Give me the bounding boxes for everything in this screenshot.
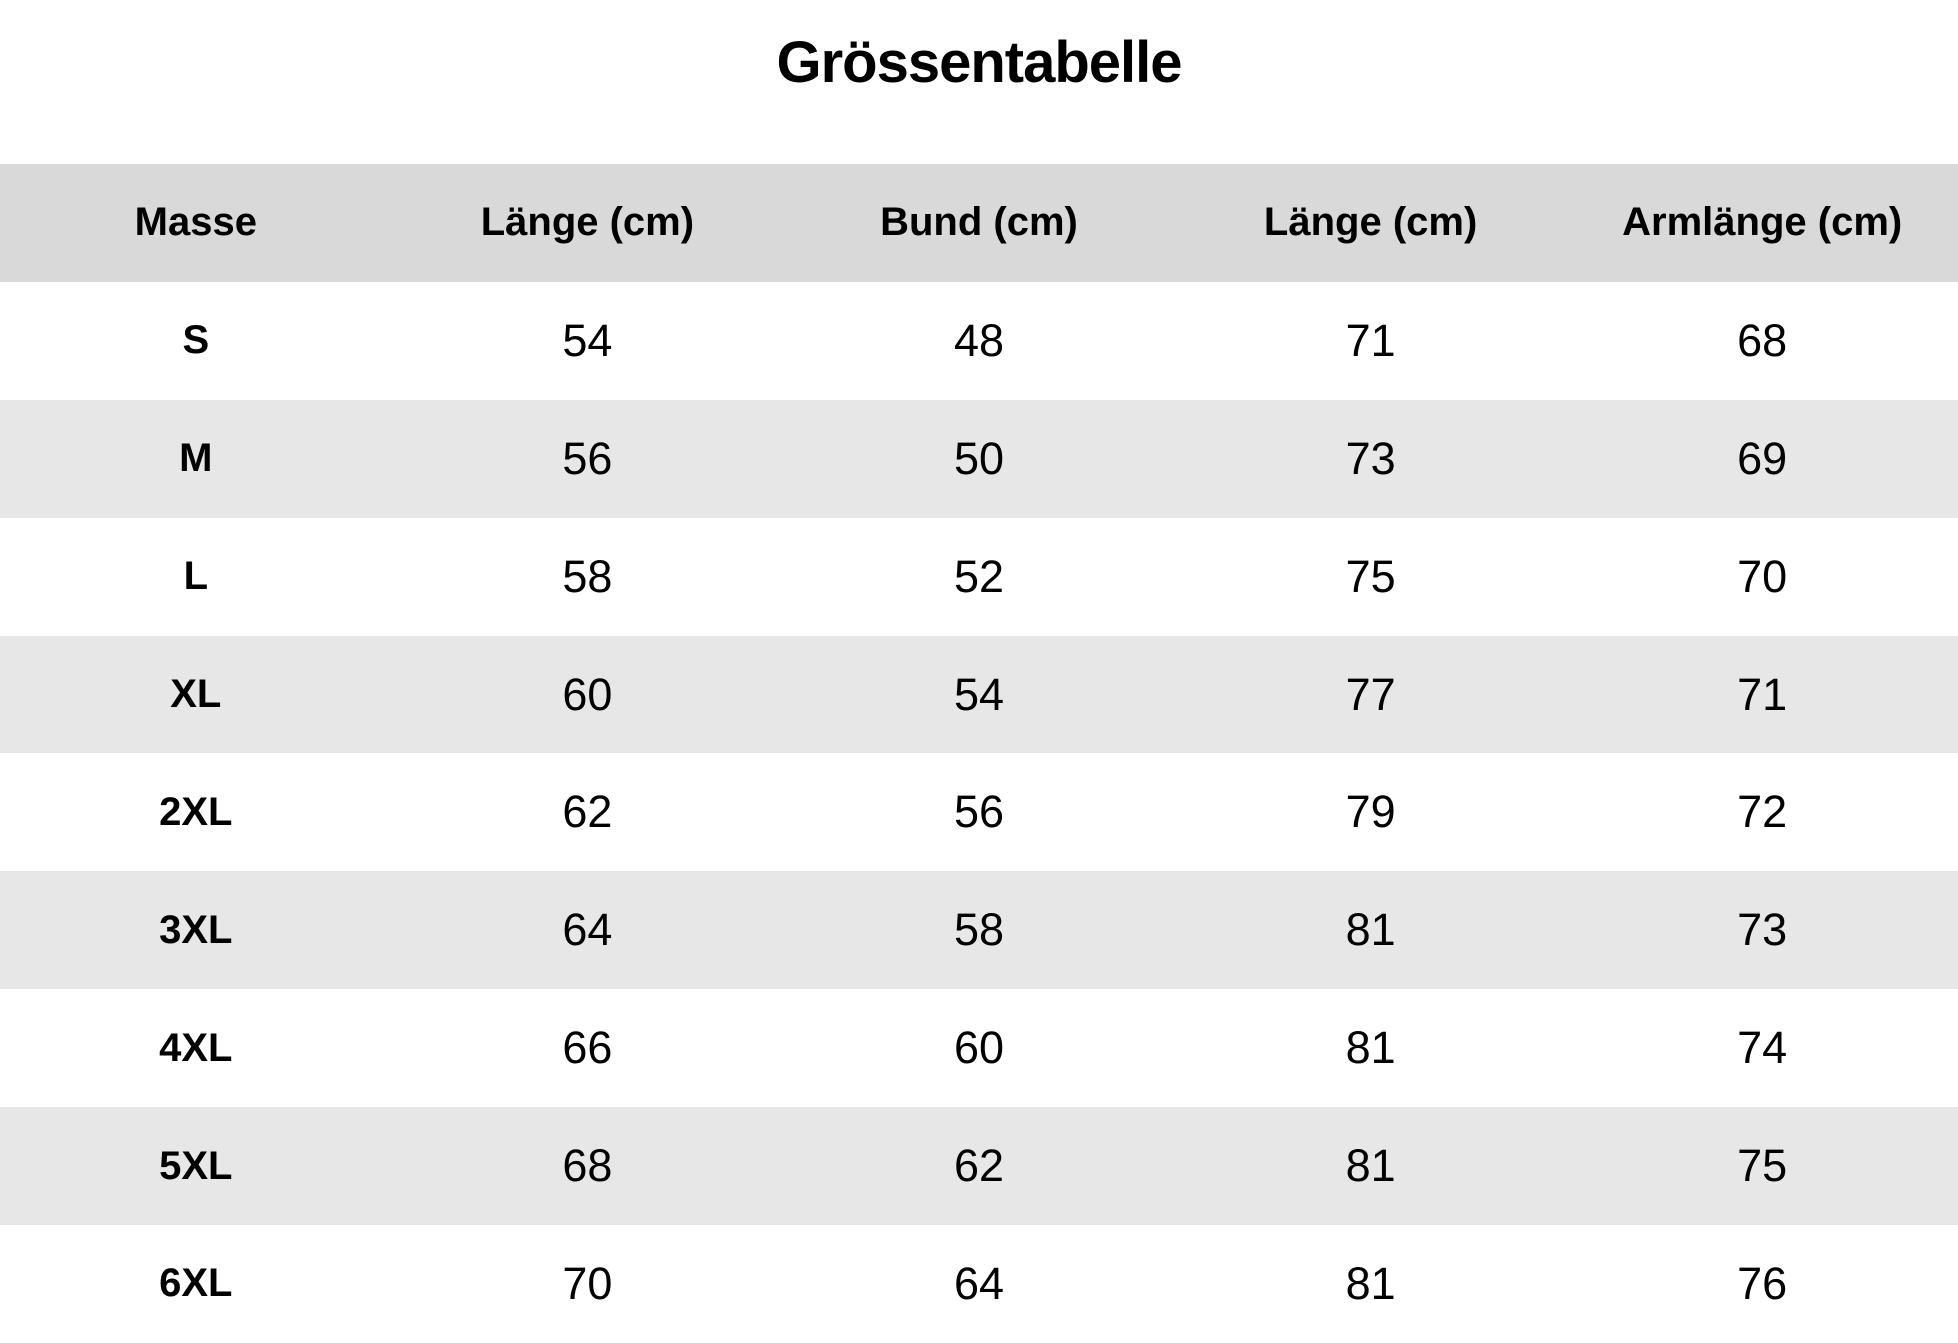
value-cell: 68: [562, 1140, 613, 1192]
value-cell: 56: [562, 432, 613, 484]
value-cell: 70: [562, 1257, 613, 1309]
value-cell: 71: [1737, 668, 1788, 720]
value-cell: 64: [562, 904, 613, 956]
column-header-masse: Masse: [134, 200, 257, 245]
value-cell: 48: [953, 314, 1005, 366]
value-cell: 72: [1737, 786, 1788, 838]
value-cell: 73: [1737, 904, 1788, 956]
value-cell: 70: [1737, 550, 1788, 602]
value-cell: 74: [1737, 1022, 1788, 1074]
size-cell: L: [183, 554, 209, 599]
column-header-bund: Bund (cm): [880, 200, 1078, 245]
value-cell: 73: [1345, 432, 1396, 484]
table-header-row: Masse Länge (cm) Bund (cm) Länge (cm) Ar…: [0, 164, 1958, 282]
table-row: L 58 52 75 70: [0, 517, 1958, 636]
value-cell: 56: [953, 786, 1005, 838]
size-cell: S: [182, 318, 210, 363]
value-cell: 81: [1345, 904, 1396, 956]
value-cell: 71: [1345, 314, 1396, 366]
size-cell: 6XL: [159, 1261, 233, 1306]
value-cell: 58: [562, 550, 613, 602]
table-row: XL 60 54 77 71: [0, 635, 1958, 754]
value-cell: 60: [953, 1022, 1005, 1074]
value-cell: 76: [1737, 1257, 1788, 1309]
size-cell: 4XL: [159, 1025, 233, 1070]
value-cell: 79: [1345, 786, 1396, 838]
size-cell: 2XL: [159, 789, 233, 834]
column-header-laenge-2: Länge (cm): [1263, 200, 1478, 245]
table-row: 4XL 66 60 81 74: [0, 989, 1958, 1108]
value-cell: 66: [562, 1022, 613, 1074]
value-cell: 54: [562, 314, 613, 366]
size-cell: XL: [170, 672, 222, 716]
value-cell: 60: [562, 668, 613, 720]
value-cell: 54: [953, 668, 1005, 720]
page-title: Grössentabelle: [776, 30, 1182, 95]
value-cell: 75: [1345, 550, 1396, 602]
value-cell: 58: [953, 904, 1005, 956]
value-cell: 64: [953, 1257, 1005, 1309]
table-row: 2XL 62 56 79 72: [0, 753, 1958, 872]
size-table: Masse Länge (cm) Bund (cm) Länge (cm) Ar…: [0, 164, 1958, 1343]
size-cell: 3XL: [159, 907, 233, 952]
value-cell: 77: [1345, 668, 1396, 720]
value-cell: 62: [562, 786, 613, 838]
value-cell: 52: [953, 550, 1005, 602]
table-row: S 54 48 71 68: [0, 281, 1958, 400]
value-cell: 50: [953, 432, 1005, 484]
size-cell: 5XL: [159, 1143, 233, 1188]
value-cell: 68: [1737, 314, 1788, 366]
value-cell: 81: [1345, 1140, 1396, 1192]
column-header-armlaenge: Armlänge (cm): [1622, 200, 1903, 245]
value-cell: 62: [953, 1140, 1005, 1192]
value-cell: 75: [1737, 1140, 1788, 1192]
table-row: 5XL 68 62 81 75: [0, 1107, 1958, 1226]
value-cell: 81: [1345, 1257, 1396, 1309]
table-row: M 56 50 73 69: [0, 399, 1958, 518]
size-cell: M: [179, 436, 213, 481]
column-header-laenge: Länge (cm): [480, 200, 695, 245]
table-row: 3XL 64 58 81 73: [0, 871, 1958, 990]
value-cell: 69: [1737, 432, 1788, 484]
value-cell: 81: [1345, 1022, 1396, 1074]
table-row: 6XL 70 64 81 76: [0, 1225, 1958, 1343]
